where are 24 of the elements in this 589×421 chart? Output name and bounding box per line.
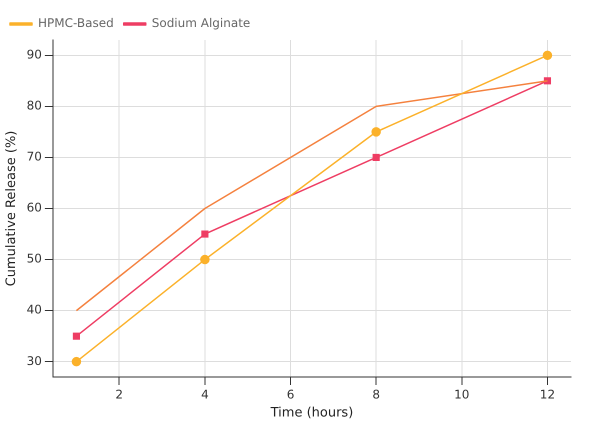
y-tick-label: 50 bbox=[26, 252, 42, 266]
y-tick-label: 90 bbox=[26, 47, 42, 62]
y-tick-label: 30 bbox=[26, 354, 42, 368]
point bbox=[201, 230, 208, 238]
x-tick-label: 2 bbox=[115, 387, 124, 402]
point bbox=[371, 127, 381, 137]
legend-label: HPMC-Based bbox=[38, 16, 114, 30]
point bbox=[72, 332, 80, 340]
y-tick-label: 60 bbox=[26, 200, 42, 215]
point bbox=[372, 154, 380, 162]
y-tick-label: 40 bbox=[26, 302, 42, 317]
point bbox=[72, 356, 82, 366]
y-axis-title: Cumulative Release (%) bbox=[4, 130, 20, 286]
point bbox=[200, 254, 210, 264]
x-tick-label: 6 bbox=[286, 387, 294, 402]
x-tick-label: 8 bbox=[372, 387, 380, 402]
x-axis-title: Time (hours) bbox=[270, 406, 354, 421]
y-tick-label: 70 bbox=[26, 150, 42, 164]
point bbox=[542, 50, 552, 60]
y-tick-label: 80 bbox=[26, 98, 42, 113]
legend-label: Sodium Alginate bbox=[152, 16, 250, 30]
x-tick-label: 12 bbox=[540, 387, 556, 402]
x-tick-label: 10 bbox=[454, 387, 470, 402]
x-tick-label: 4 bbox=[201, 387, 209, 402]
